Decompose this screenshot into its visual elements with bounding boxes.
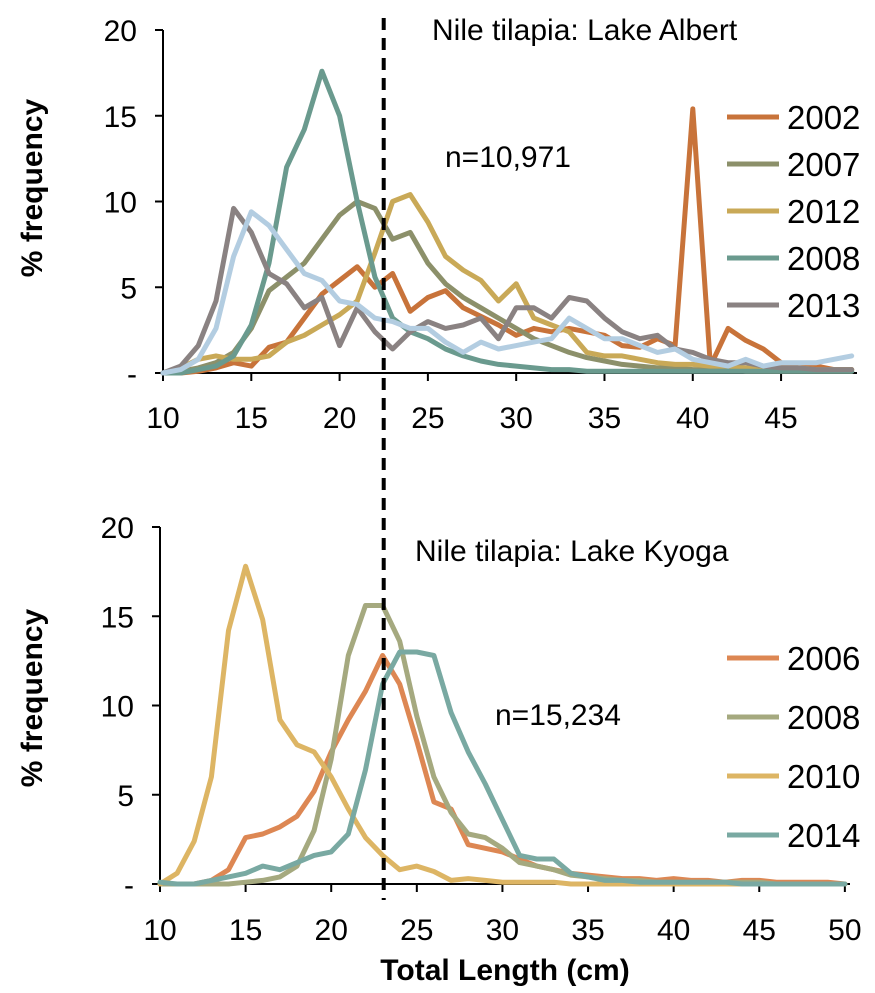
y-tick-label: - — [124, 869, 134, 902]
x-tick-label: 10 — [143, 914, 176, 947]
x-tick-label: 30 — [486, 914, 519, 947]
y-tick-label: 20 — [104, 15, 137, 48]
legend-kyoga: 2006 2008 2010 2014 — [727, 640, 860, 854]
axes-albert: - 5 10 15 20 10 15 20 25 30 35 40 45 — [104, 15, 857, 435]
x-tick-label: 40 — [657, 914, 690, 947]
x-tick-label: 50 — [828, 914, 861, 947]
y-axis-label-albert: % frequency — [16, 98, 49, 277]
panel-lake-kyoga: % frequency Nile tilapia: Lake Kyoga n=1… — [16, 512, 862, 947]
sample-size-albert: n=10,971 — [445, 141, 571, 174]
x-axis-label: Total Length (cm) — [380, 954, 629, 987]
x-tick-label: 15 — [235, 402, 268, 435]
legend-label: 2008 — [787, 699, 860, 736]
x-tick-label: 15 — [229, 914, 262, 947]
y-tick-label: - — [127, 358, 137, 391]
legend-label: 2008 — [787, 240, 860, 277]
x-tick-label: 20 — [315, 914, 348, 947]
x-tick-label: 45 — [743, 914, 776, 947]
legend-label: 2010 — [787, 758, 860, 795]
legend-label: 2007 — [787, 146, 860, 183]
y-tick-label: 5 — [117, 780, 134, 813]
x-tick-label: 35 — [571, 914, 604, 947]
y-tick-label: 15 — [101, 601, 134, 634]
chart-title-kyoga: Nile tilapia: Lake Kyoga — [415, 535, 729, 568]
x-tick-label: 30 — [499, 402, 532, 435]
x-tick-label: 10 — [146, 402, 179, 435]
series-line-2002 — [160, 106, 855, 376]
series-layer-albert — [160, 68, 855, 376]
x-tick-label: 35 — [588, 402, 621, 435]
chart-title-albert: Nile tilapia: Lake Albert — [432, 14, 738, 47]
y-tick-label: 10 — [101, 691, 134, 724]
series-line-2008 — [157, 603, 848, 887]
legend-albert: 2002 2007 2012 2008 2013 — [727, 99, 860, 324]
legend-label: 2006 — [787, 640, 860, 677]
series-line-2014 — [157, 649, 848, 887]
y-tick-label: 20 — [101, 512, 134, 545]
legend-label: 2013 — [787, 287, 860, 324]
series-line-2008 — [160, 68, 855, 376]
x-tick-label: 40 — [676, 402, 709, 435]
y-axis-label-kyoga: % frequency — [16, 608, 49, 787]
legend-label: 2012 — [787, 193, 860, 230]
y-tick-label: 10 — [104, 187, 137, 220]
y-tick-label: 15 — [104, 101, 137, 134]
series-line-2012 — [160, 192, 855, 376]
x-tick-label: 20 — [323, 402, 356, 435]
panel-lake-albert: % frequency Nile tilapia: Lake Albert n=… — [16, 14, 860, 435]
sample-size-kyoga: n=15,234 — [495, 699, 621, 732]
x-tick-label: 45 — [764, 402, 797, 435]
x-tick-label: 25 — [411, 402, 444, 435]
x-tick-label: 25 — [400, 914, 433, 947]
series-layer-kyoga — [157, 563, 848, 887]
legend-label: 2014 — [787, 817, 860, 854]
y-tick-label: 5 — [120, 272, 137, 305]
series-line-unnamed-5 — [160, 209, 855, 376]
legend-label: 2002 — [787, 99, 860, 136]
